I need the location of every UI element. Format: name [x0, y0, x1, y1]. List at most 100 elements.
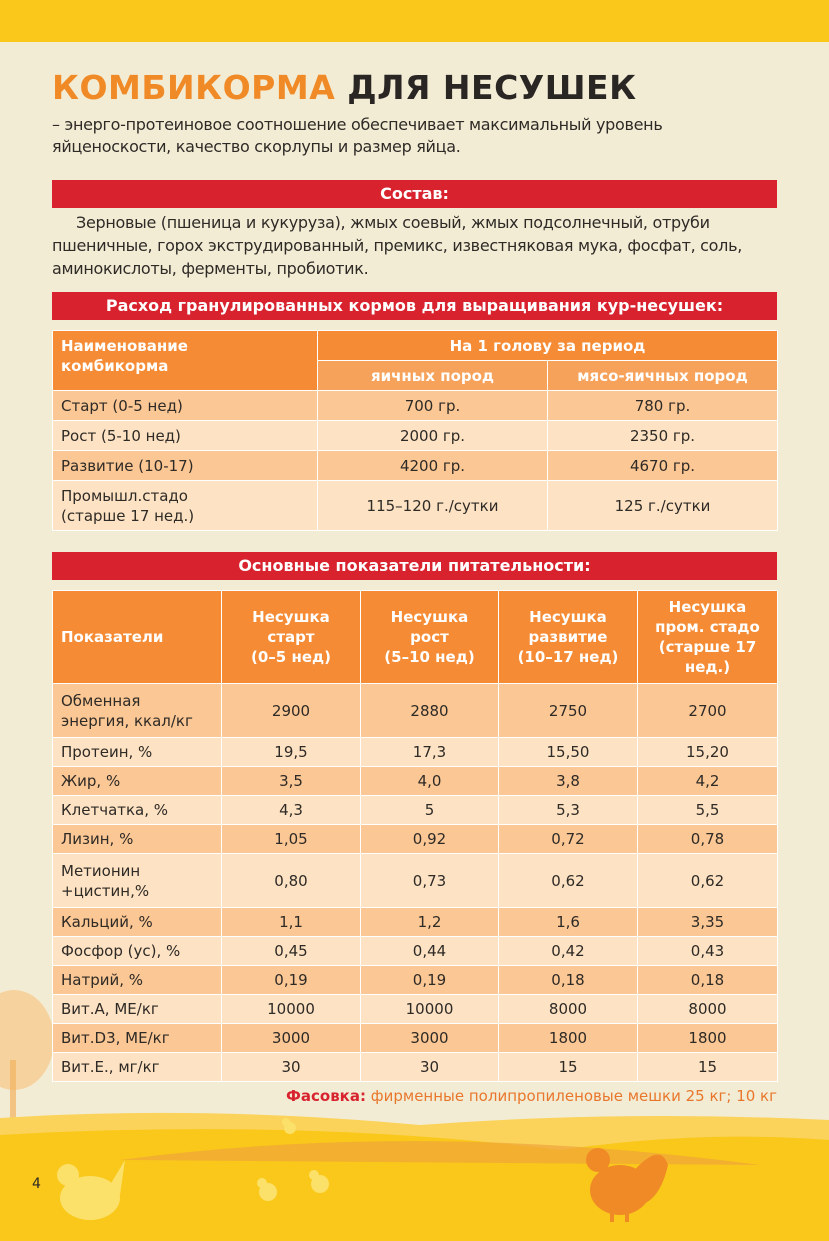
table-cell: 0,73 — [360, 853, 499, 908]
table-cell: 4,0 — [360, 766, 499, 796]
table-cell: 5,3 — [498, 795, 638, 825]
table-cell: 0,44 — [360, 936, 499, 966]
table-cell: 30 — [360, 1052, 499, 1082]
title: КОМБИКОРМА ДЛЯ НЕСУШЕК — [52, 68, 637, 107]
packaging-label: Фасовка: — [286, 1087, 366, 1105]
column-header: Несушка старт (0–5 нед) — [221, 590, 361, 684]
table-cell: Промышл.стадо (старше 17 нед.) — [52, 480, 318, 531]
table-cell: Старт (0-5 нед) — [52, 390, 318, 421]
table-row: Промышл.стадо (старше 17 нед.) 115–120 г.… — [52, 480, 778, 531]
table-cell: 0,80 — [221, 853, 361, 908]
table-row: Кальций, % 1,1 1,2 1,6 3,35 — [52, 907, 778, 937]
table-cell: 0,18 — [498, 965, 638, 995]
table-row: Старт (0-5 нед) 700 гр. 780 гр. — [52, 390, 778, 421]
table-cell: 2750 — [498, 683, 638, 738]
table-cell: Метионин +цистин,% — [52, 853, 222, 908]
column-header: яичных пород — [317, 360, 548, 391]
table-row: Вит.D3, МЕ/кг 3000 3000 1800 1800 — [52, 1023, 778, 1053]
table-cell: 3000 — [360, 1023, 499, 1053]
table-row: Рост (5-10 нед) 2000 гр. 2350 гр. — [52, 420, 778, 451]
table-cell: 3,8 — [498, 766, 638, 796]
table-cell: 700 гр. — [317, 390, 548, 421]
table-row: Клетчатка, % 4,3 5 5,3 5,5 — [52, 795, 778, 825]
table-row: Вит.Е., мг/кг 30 30 15 15 — [52, 1052, 778, 1082]
table-cell: 0,92 — [360, 824, 499, 854]
table-cell: 2000 гр. — [317, 420, 548, 451]
table-cell: 30 — [221, 1052, 361, 1082]
table-cell: 3,35 — [637, 907, 778, 937]
table-row: Вит.А, МЕ/кг 10000 10000 8000 8000 — [52, 994, 778, 1024]
table-cell: 780 гр. — [547, 390, 778, 421]
table-row: Натрий, % 0,19 0,19 0,18 0,18 — [52, 965, 778, 995]
column-header: На 1 голову за период — [317, 330, 778, 361]
column-header: Несушка рост (5–10 нед) — [360, 590, 499, 684]
table-cell: Фосфор (ус), % — [52, 936, 222, 966]
table-cell: 1,1 — [221, 907, 361, 937]
table-cell: 1,6 — [498, 907, 638, 937]
hen — [57, 1160, 125, 1220]
table-cell: 10000 — [221, 994, 361, 1024]
packaging-text: фирменные полипропиленовые мешки 25 кг; … — [370, 1087, 777, 1105]
table-cell: 1,05 — [221, 824, 361, 854]
table-cell: 10000 — [360, 994, 499, 1024]
table-cell: 3000 — [221, 1023, 361, 1053]
table-cell: 0,18 — [637, 965, 778, 995]
table-cell: Рост (5-10 нед) — [52, 420, 318, 451]
table-row: Фосфор (ус), % 0,45 0,44 0,42 0,43 — [52, 936, 778, 966]
table-cell: 0,78 — [637, 824, 778, 854]
table-cell: 0,42 — [498, 936, 638, 966]
table-cell: 125 г./сутки — [547, 480, 778, 531]
table-cell: Кальций, % — [52, 907, 222, 937]
rooster — [586, 1148, 668, 1222]
table-cell: 19,5 — [221, 737, 361, 767]
table-cell: Жир, % — [52, 766, 222, 796]
composition-text: Зерновые (пшеница и кукуруза), жмых соев… — [52, 213, 743, 278]
table-row: Обменная энергия, ккал/кг 2900 2880 2750 270… — [52, 683, 778, 738]
page-number: 4 — [32, 1176, 41, 1192]
column-header: Несушка пром. стадо (старше 17 нед.) — [637, 590, 778, 684]
table-cell: 5 — [360, 795, 499, 825]
nutrition-table: Показатели Несушка старт (0–5 нед) Несушка… — [52, 590, 778, 1082]
column-header: мясо-яичных пород — [547, 360, 778, 391]
table-cell: Клетчатка, % — [52, 795, 222, 825]
table-cell: 3,5 — [221, 766, 361, 796]
top-bar — [0, 0, 829, 42]
table-cell: Вит.D3, МЕ/кг — [52, 1023, 222, 1053]
section-heading: Расход гранулированных кормов для выращи… — [52, 292, 777, 320]
table-cell: 0,43 — [637, 936, 778, 966]
table-cell: 0,19 — [221, 965, 361, 995]
table-cell: 15 — [637, 1052, 778, 1082]
table-cell: Обменная энергия, ккал/кг — [52, 683, 222, 738]
intro: – энерго-протеиновое соотношение обеспеч… — [52, 115, 663, 156]
table-cell: 0,45 — [221, 936, 361, 966]
table-cell: 115–120 г./сутки — [317, 480, 548, 531]
table-cell: 15,50 — [498, 737, 638, 767]
table-cell: 1800 — [498, 1023, 638, 1053]
packaging: Фасовка: фирменные полипропиленовые мешк… — [286, 1087, 777, 1105]
table-cell: Вит.Е., мг/кг — [52, 1052, 222, 1082]
table-cell: 2700 — [637, 683, 778, 738]
table-cell: 8000 — [637, 994, 778, 1024]
table-cell: 17,3 — [360, 737, 499, 767]
table-cell: 2880 — [360, 683, 499, 738]
table-row: Жир, % 3,5 4,0 3,8 4,2 — [52, 766, 778, 796]
table-cell: 2900 — [221, 683, 361, 738]
table-row: Развитие (10-17) 4200 гр. 4670 гр. — [52, 450, 778, 481]
table-cell: 0,19 — [360, 965, 499, 995]
table-cell: 0,62 — [637, 853, 778, 908]
feed-table: Наименование комбикорма На 1 голову за п… — [52, 330, 778, 531]
table-row: Метионин +цистин,% 0,80 0,73 0,62 0,62 — [52, 853, 778, 908]
table-row: Лизин, % 1,05 0,92 0,72 0,78 — [52, 824, 778, 854]
column-header: Показатели — [52, 590, 222, 684]
table-cell: 1,2 — [360, 907, 499, 937]
table-cell: 15,20 — [637, 737, 778, 767]
column-header: Наименование комбикорма — [52, 330, 318, 391]
table-cell: 4670 гр. — [547, 450, 778, 481]
table-cell: Натрий, % — [52, 965, 222, 995]
title-rest: ДЛЯ НЕСУШЕК — [347, 68, 637, 107]
table-cell: 4,3 — [221, 795, 361, 825]
section-heading: Состав: — [52, 180, 777, 208]
table-cell: 8000 — [498, 994, 638, 1024]
